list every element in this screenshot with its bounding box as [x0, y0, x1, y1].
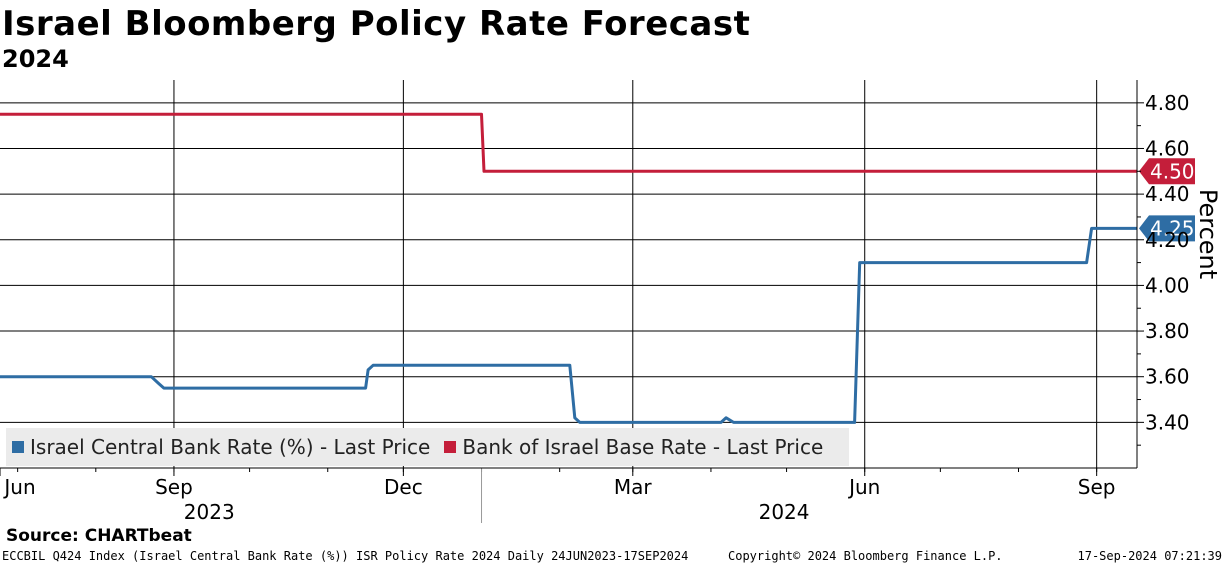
legend-swatch-blue — [12, 441, 24, 453]
chart-subtitle: 2024 — [2, 45, 69, 73]
last-value-label: 4.50 — [1150, 159, 1195, 183]
x-tick-label: Jun — [2, 475, 35, 499]
gridlines — [0, 80, 1137, 468]
last-value-tag — [1139, 158, 1195, 185]
footer-copyright: Copyright© 2024 Bloomberg Finance L.P. — [728, 549, 1003, 563]
y-tick-label: 4.20 — [1145, 228, 1190, 252]
legend-item-central-bank-rate: Israel Central Bank Rate (%) - Last Pric… — [12, 435, 430, 459]
y-axis-title: Percent — [1194, 189, 1222, 279]
y-tick-label: 3.40 — [1145, 410, 1190, 434]
last-value-tag — [1139, 215, 1195, 242]
x-year-label: 2024 — [759, 500, 810, 524]
legend: Israel Central Bank Rate (%) - Last Pric… — [6, 428, 850, 466]
axis-labels: 4.80 4.60 4.40 4.20 4.00 3.80 3.60 3.40 Jun Sep De… — [2, 91, 1222, 524]
series-layer: 4.50 4.25 — [0, 112, 1195, 424]
legend-label: Israel Central Bank Rate (%) - Last Pric… — [30, 435, 431, 459]
x-tick-label: Sep — [1078, 475, 1116, 499]
x-year-label: 2023 — [184, 500, 235, 524]
x-tick-label: Mar — [614, 475, 653, 499]
legend-swatch-red — [444, 441, 457, 453]
legend-item-base-rate: Bank of Israel Base Rate - Last Price — [444, 435, 823, 459]
x-tick-label: Dec — [384, 475, 423, 499]
axes — [0, 80, 1144, 523]
y-tick-label: 3.60 — [1145, 365, 1190, 389]
y-tick-label: 3.80 — [1145, 319, 1190, 343]
series-line-central-bank-rate — [0, 226, 1137, 424]
legend-label: Bank of Israel Base Rate - Last Price — [462, 435, 824, 459]
last-value-label: 4.25 — [1150, 216, 1195, 240]
footer-index-description: ECCBIL Q424 Index (Israel Central Bank R… — [2, 549, 689, 563]
y-tick-label: 4.80 — [1145, 91, 1190, 115]
x-tick-label: Jun — [847, 475, 880, 499]
x-tick-label: Sep — [155, 475, 193, 499]
footer-timestamp: 17-Sep-2024 07:21:39 — [1077, 549, 1223, 563]
y-tick-label: 4.40 — [1145, 182, 1190, 206]
y-tick-label: 4.60 — [1145, 136, 1190, 160]
y-tick-label: 4.00 — [1145, 273, 1190, 297]
source-note: Source: CHARTbeat — [6, 526, 192, 546]
series-line-base-rate — [0, 112, 1137, 173]
chart-title: Israel Bloomberg Policy Rate Forecast — [2, 4, 751, 44]
